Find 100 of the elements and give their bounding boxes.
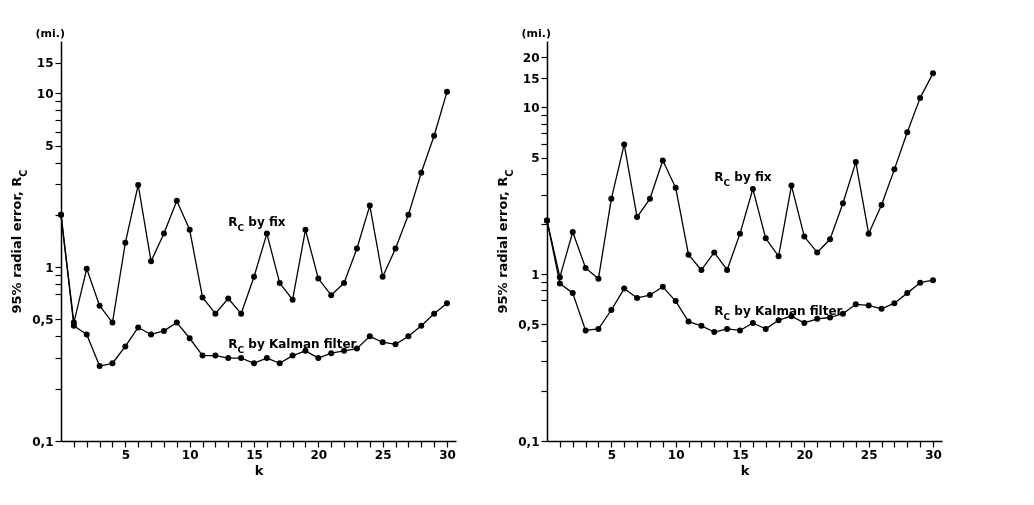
point xyxy=(135,324,142,331)
y-tick-label: 15 xyxy=(36,56,54,71)
point xyxy=(96,302,103,309)
x-tick-label: 25 xyxy=(860,447,878,462)
point xyxy=(698,322,705,329)
point xyxy=(634,294,641,301)
series-label: R$_{C}$ by fix xyxy=(714,170,772,189)
point xyxy=(148,331,155,338)
y-tick-label: 1 xyxy=(45,260,54,275)
point xyxy=(595,325,602,332)
point xyxy=(556,280,563,287)
point xyxy=(685,251,692,258)
y-tick-label: 0,1 xyxy=(32,434,54,449)
point xyxy=(788,182,795,189)
point xyxy=(621,285,628,292)
point xyxy=(289,352,296,359)
point xyxy=(839,200,846,207)
point xyxy=(96,363,103,370)
point xyxy=(238,355,245,362)
point xyxy=(775,253,782,260)
point xyxy=(418,322,425,329)
point xyxy=(724,325,731,332)
point xyxy=(251,273,257,280)
point xyxy=(122,343,129,350)
point xyxy=(724,266,731,273)
point xyxy=(160,230,167,237)
point xyxy=(392,341,399,348)
point xyxy=(852,159,859,166)
point xyxy=(276,360,283,367)
point xyxy=(646,195,653,202)
point xyxy=(762,325,769,332)
point xyxy=(929,277,936,284)
point xyxy=(289,296,296,303)
y-tick-label: 10 xyxy=(522,100,540,115)
point xyxy=(263,230,270,237)
point xyxy=(582,264,589,271)
x-tick-label: 25 xyxy=(374,447,392,462)
point xyxy=(83,265,90,272)
y-tick-label: 5 xyxy=(45,139,54,154)
series-label: R$_{C}$ by Kalman filter xyxy=(714,303,843,322)
point xyxy=(929,70,936,77)
x-tick-label: 30 xyxy=(925,447,942,462)
point xyxy=(582,327,589,334)
point xyxy=(225,355,232,362)
point xyxy=(852,301,859,308)
x-tick-label: 20 xyxy=(796,447,814,462)
point xyxy=(801,233,808,240)
point xyxy=(315,275,322,282)
point xyxy=(646,292,653,299)
x-tick-label: 5 xyxy=(607,447,617,462)
point xyxy=(392,245,399,252)
point xyxy=(186,335,193,342)
point xyxy=(341,280,348,287)
point xyxy=(238,310,245,317)
point xyxy=(405,333,412,340)
point xyxy=(621,141,628,148)
point xyxy=(122,239,129,246)
point xyxy=(775,317,782,324)
point xyxy=(353,245,360,252)
point xyxy=(405,211,412,218)
point xyxy=(199,294,206,301)
x-tick-label: 15 xyxy=(246,447,263,462)
point xyxy=(672,298,679,305)
point xyxy=(737,230,743,237)
point xyxy=(366,333,373,340)
text: (mi.) xyxy=(521,27,551,40)
y-tick-label: 0,1 xyxy=(518,434,540,449)
y-tick-label: 5 xyxy=(531,151,540,166)
x-tick-label: 20 xyxy=(310,447,328,462)
point xyxy=(749,186,756,193)
point xyxy=(173,197,180,204)
point xyxy=(109,360,116,367)
point xyxy=(379,273,386,280)
text: (mi.) xyxy=(35,27,65,40)
point xyxy=(685,318,692,325)
point xyxy=(569,229,576,236)
point xyxy=(302,226,309,233)
point xyxy=(315,355,322,362)
point xyxy=(443,300,450,307)
point xyxy=(160,327,167,334)
point xyxy=(431,310,438,317)
point xyxy=(173,319,180,326)
x-tick-label: 10 xyxy=(181,447,199,462)
point xyxy=(698,266,705,273)
series-label: R$_{C}$ by Kalman filter xyxy=(228,336,357,355)
point xyxy=(251,360,257,367)
point xyxy=(608,307,615,313)
point xyxy=(328,292,335,299)
point xyxy=(225,295,232,302)
x-tick-label: 15 xyxy=(732,447,749,462)
point xyxy=(917,279,924,286)
point xyxy=(827,236,834,243)
point xyxy=(328,350,335,357)
y-tick-label: 0,5 xyxy=(518,317,540,332)
point xyxy=(814,249,821,256)
y-tick-label: 1 xyxy=(531,267,540,282)
point xyxy=(865,230,872,237)
point xyxy=(904,290,911,297)
point xyxy=(379,339,386,346)
point xyxy=(891,300,898,307)
